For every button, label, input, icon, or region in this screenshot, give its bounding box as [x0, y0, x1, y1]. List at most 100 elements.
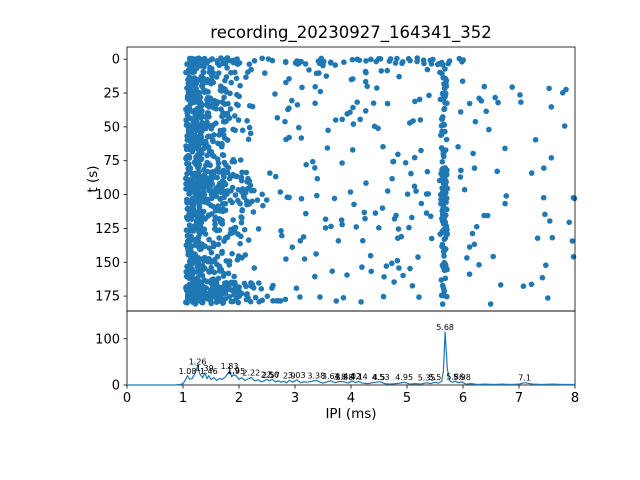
scatter-point: [251, 265, 258, 271]
scatter-point: [381, 274, 387, 280]
scatter-point: [198, 134, 205, 141]
scatter-point: [300, 234, 307, 240]
scatter-point: [376, 225, 382, 231]
x-tick-label: 6: [459, 391, 467, 406]
scatter-point: [222, 200, 229, 207]
scatter-point: [332, 117, 339, 123]
scatter-point: [233, 75, 240, 82]
scatter-point: [418, 200, 425, 207]
scatter-point: [442, 66, 448, 72]
scatter-point: [333, 298, 340, 304]
scatter-point: [186, 237, 192, 243]
scatter-point: [440, 74, 447, 81]
scatter-point: [243, 198, 250, 204]
scatter-point: [439, 228, 446, 235]
scatter-point: [302, 61, 309, 67]
scatter-point: [372, 210, 379, 216]
scatter-point: [184, 110, 190, 116]
scatter-point: [438, 116, 445, 122]
scatter-point: [400, 59, 406, 65]
scatter-point: [402, 160, 409, 166]
scatter-point: [198, 101, 204, 108]
scatter-point: [490, 253, 497, 260]
y-tick-label: 100: [95, 332, 120, 347]
scatter-point: [205, 212, 212, 218]
scatter-point: [231, 57, 237, 64]
scatter-point: [209, 152, 216, 159]
scatter-point: [292, 60, 299, 66]
scatter-point: [229, 250, 235, 257]
scatter-point: [472, 118, 479, 125]
scatter-point: [194, 282, 200, 288]
scatter-point: [204, 110, 211, 116]
scatter-point: [215, 70, 222, 76]
scatter-point: [380, 293, 387, 300]
scatter-point: [481, 83, 488, 90]
scatter-point: [200, 190, 207, 196]
scatter-point: [222, 60, 229, 67]
scatter-point: [245, 136, 252, 143]
scatter-point: [440, 210, 446, 217]
peak-label: 1.08: [179, 367, 197, 376]
scatter-point: [455, 144, 461, 150]
scatter-point: [363, 58, 369, 64]
scatter-point: [471, 165, 478, 171]
scatter-point: [395, 235, 401, 241]
scatter-point: [224, 188, 230, 194]
scatter-point: [213, 286, 220, 292]
scatter-point: [192, 172, 199, 178]
scatter-point: [224, 65, 230, 71]
scatter-point: [197, 266, 204, 273]
scatter-point: [413, 188, 419, 194]
scatter-point: [219, 183, 226, 189]
peak-label: 2.22: [242, 369, 260, 378]
scatter-point: [216, 263, 223, 270]
scatter-point: [236, 93, 242, 100]
scatter-point: [264, 293, 271, 300]
y-axis-label: t (s): [85, 165, 101, 192]
scatter-point: [205, 133, 212, 139]
scatter-point: [255, 226, 262, 232]
scatter-point: [407, 120, 413, 126]
scatter-point: [442, 99, 448, 106]
scatter-point: [360, 237, 366, 244]
scatter-point: [269, 57, 276, 64]
scatter-point: [561, 123, 568, 129]
scatter-point: [441, 85, 448, 92]
scatter-point: [191, 199, 197, 206]
scatter-point: [545, 295, 551, 301]
scatter-point: [328, 60, 334, 66]
scatter-point: [194, 97, 200, 104]
scatter-point: [213, 299, 220, 306]
peak-label: 1.95: [227, 367, 245, 376]
scatter-point: [210, 169, 216, 175]
scatter-point: [469, 230, 476, 237]
peak-label: 5.86: [446, 372, 464, 381]
scatter-point: [238, 214, 244, 220]
peak-label: 4.1: [350, 372, 363, 381]
scatter-point: [191, 143, 197, 150]
scatter-point: [289, 244, 296, 250]
scatter-point: [540, 194, 547, 201]
scatter-point: [184, 287, 190, 294]
scatter-point: [446, 58, 453, 64]
scatter-point: [470, 150, 476, 157]
scatter-point: [441, 106, 447, 113]
scatter-point: [201, 257, 207, 263]
scatter-point: [183, 117, 189, 123]
scatter-point: [241, 226, 248, 233]
scatter-point: [189, 285, 195, 291]
scatter-point: [206, 122, 212, 129]
scatter-point: [210, 243, 217, 250]
scatter-point: [286, 134, 292, 141]
scatter-point: [211, 174, 217, 180]
scatter-points: [183, 55, 578, 307]
scatter-point: [218, 55, 224, 61]
scatter-point: [339, 116, 346, 123]
peak-label: 5.35: [418, 374, 436, 383]
scatter-point: [440, 94, 447, 101]
scatter-point: [227, 173, 234, 180]
scatter-point: [310, 158, 316, 165]
scatter-point: [306, 67, 312, 73]
scatter-point: [324, 145, 331, 151]
